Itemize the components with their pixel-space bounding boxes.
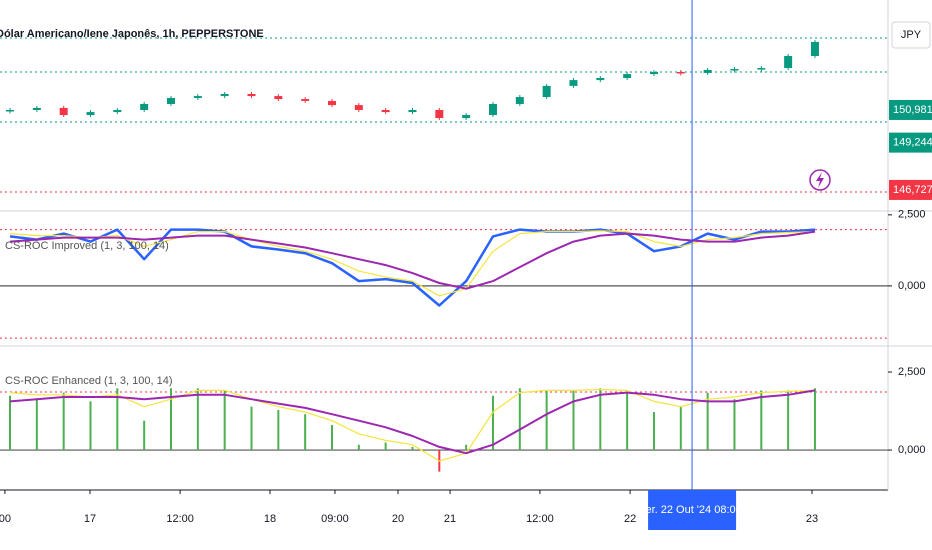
currency-button[interactable]	[891, 21, 931, 49]
x-tick-label: 21	[444, 513, 456, 525]
histogram-bar	[626, 392, 629, 451]
candle	[32, 107, 41, 110]
indicator-line	[9, 388, 816, 462]
histogram-bar	[116, 388, 119, 451]
candle	[784, 56, 793, 69]
candle	[649, 72, 658, 75]
candle	[488, 103, 497, 116]
histogram-bar	[304, 414, 307, 451]
histogram-bar	[170, 388, 173, 451]
candle	[193, 96, 202, 98]
histogram-bar	[411, 446, 414, 451]
histogram-bar	[250, 406, 253, 451]
alert-bolt	[816, 172, 824, 188]
candle	[59, 107, 68, 116]
histogram-bar	[196, 388, 199, 451]
candle	[327, 100, 336, 106]
histogram-bar	[223, 390, 226, 451]
indicator-line	[9, 389, 816, 455]
y-tick-label: 0,000	[898, 280, 926, 292]
indicator-line	[9, 230, 816, 297]
histogram-bar	[35, 399, 38, 451]
x-tick-label: 12:00	[166, 513, 194, 525]
y-tick-label: 2,500	[898, 366, 926, 378]
histogram-bar	[706, 392, 709, 451]
histogram-bar	[330, 425, 333, 451]
price-label-box	[889, 179, 932, 200]
histogram-bar	[277, 410, 280, 451]
y-tick-label: 0,000	[898, 444, 926, 456]
histogram-bar	[143, 420, 146, 451]
x-tick-label: 18	[264, 513, 276, 525]
histogram-bar	[9, 395, 12, 451]
candle	[113, 109, 122, 113]
histogram-bar	[760, 390, 763, 451]
candle	[86, 112, 95, 116]
chart-title: Dólar Americano/Iene Japonês, 1h, PEPPER…	[0, 28, 264, 40]
candle	[623, 74, 632, 79]
candle	[810, 41, 819, 57]
candle	[730, 68, 739, 71]
candle	[757, 68, 766, 70]
histogram-bar	[89, 401, 92, 451]
crosshair-label: ter. 22 Out '24 08:00	[642, 504, 741, 516]
y-tick-label: 2,500	[898, 209, 926, 221]
candle	[301, 99, 310, 101]
candle	[274, 96, 283, 100]
price-label-box	[889, 132, 932, 153]
candle	[381, 109, 390, 113]
histogram-bar	[572, 390, 575, 451]
crosshair-label-box	[648, 490, 737, 530]
histogram-bar	[733, 399, 736, 451]
histogram-bar	[465, 444, 468, 451]
histogram-bar	[652, 411, 655, 451]
histogram-bar	[599, 388, 602, 451]
candle	[6, 109, 15, 112]
x-tick-label: 00	[0, 513, 11, 525]
histogram-bar	[491, 395, 494, 451]
x-tick-label: 09:00	[321, 513, 349, 525]
histogram-bar	[787, 390, 790, 451]
candle	[140, 103, 149, 110]
histogram-bar	[357, 444, 360, 451]
currency-label: JPY	[901, 29, 922, 41]
histogram-bar	[679, 406, 682, 451]
x-tick-label: 20	[392, 513, 404, 525]
candle	[569, 80, 578, 86]
candle	[247, 94, 256, 97]
price-label: 150,981	[893, 104, 932, 116]
x-tick-label: 17	[84, 513, 96, 525]
price-label-box	[889, 99, 932, 120]
candle	[542, 85, 551, 98]
candle	[435, 109, 444, 119]
histogram-bar	[62, 392, 65, 451]
candle	[676, 72, 685, 74]
x-tick-label: 12:00	[526, 513, 554, 525]
candle	[515, 97, 524, 104]
candle	[167, 97, 176, 104]
price-label: 149,244	[893, 137, 932, 149]
indicator-title: CS-ROC Improved (1, 3, 100, 14)	[5, 240, 169, 252]
histogram-bar	[545, 390, 548, 451]
indicator-title: CS-ROC Enhanced (1, 3, 100, 14)	[5, 375, 173, 387]
candle	[703, 69, 712, 73]
candle	[354, 105, 363, 110]
histogram-bar	[518, 388, 521, 451]
price-label: 146,727	[893, 184, 932, 196]
x-tick-label: 22	[624, 513, 636, 525]
candle	[462, 115, 471, 119]
alert-icon[interactable]	[809, 169, 831, 191]
x-tick-label: 23	[806, 513, 818, 525]
candle	[220, 94, 229, 97]
indicator-line	[9, 230, 816, 290]
histogram-bar	[813, 388, 816, 451]
histogram-bar	[384, 442, 387, 451]
candle	[596, 78, 605, 81]
candle	[408, 109, 417, 113]
